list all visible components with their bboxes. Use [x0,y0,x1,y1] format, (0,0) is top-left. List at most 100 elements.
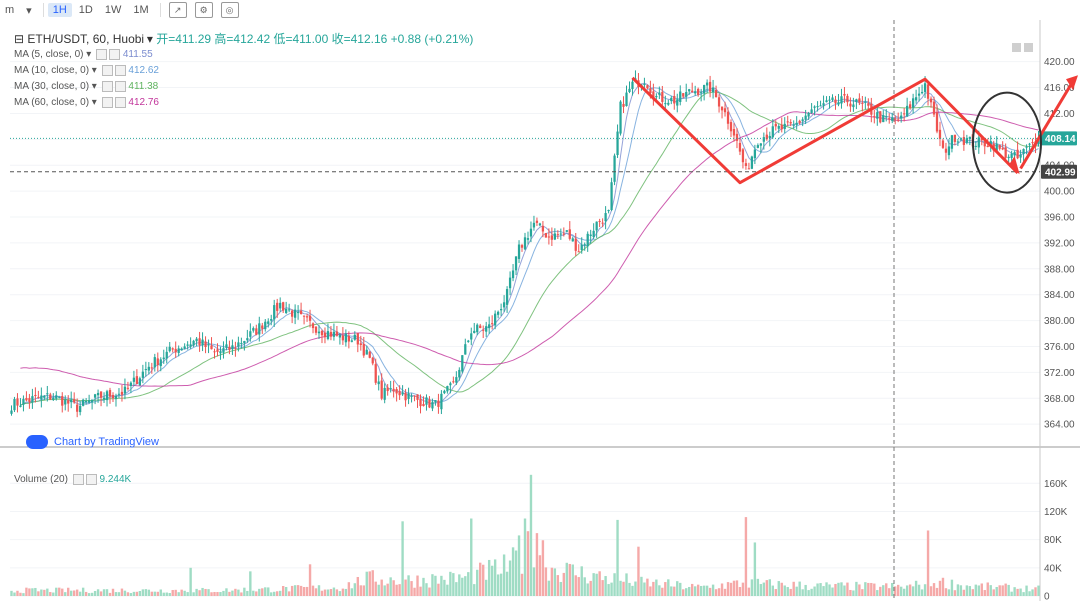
volume-bar [43,589,46,596]
volume-bar [714,589,718,596]
candle-body [192,340,195,346]
candle-body [452,381,455,383]
close-icon[interactable] [114,81,126,92]
candle-body [1007,156,1010,159]
volume-bar [96,589,100,596]
settings-icon[interactable] [101,81,113,92]
volume-bar [87,593,91,596]
settings-icon[interactable]: ⚙ [194,2,213,18]
settings-icon[interactable] [101,97,113,108]
timeframe-1m[interactable]: 1M [133,4,149,16]
volume-bar [99,591,103,596]
volume-bar [595,573,598,596]
candle-body [688,89,691,92]
chart-toolbar: m ▾ 1H 1D 1W 1M ↗ ⚙ ◎ [0,0,1080,20]
volume-bar [565,562,568,596]
volume-bar [323,589,327,596]
volume-bar [956,584,960,596]
candle-body [494,313,497,326]
candle-body [903,113,906,115]
candle-body [496,311,500,315]
volume-bar [401,521,404,596]
candle-body [989,141,992,146]
candle-body [589,234,592,237]
candle-body [386,387,389,392]
settings-icon[interactable] [101,65,113,76]
candle-body [302,315,306,317]
candle-body [661,91,664,102]
volume-bar [664,582,667,596]
chevron-down-icon[interactable]: ▾ [146,32,157,46]
settings-icon[interactable] [96,49,108,60]
volume-bar [529,474,533,596]
volume-bar [559,581,563,596]
candle-body [559,233,562,235]
close-icon[interactable] [85,474,97,485]
volume-bar [1031,589,1034,596]
volume-bar [977,585,980,596]
compare-icon[interactable]: ↗ [168,2,187,18]
close-icon[interactable] [114,65,126,76]
volume-bar [252,590,255,596]
volume-bar [341,588,345,596]
candle-body [950,135,954,149]
volume-bar [717,588,721,596]
candle-body [882,115,885,123]
candle-body [1010,153,1013,158]
volume-bar [111,588,115,596]
volume-bar [932,583,936,596]
candle-body [222,348,225,353]
candle-body [625,92,628,107]
candle-body [1019,154,1022,158]
candle-body [264,321,267,330]
timeframe-1w[interactable]: 1W [104,4,122,16]
timeframe-1h[interactable]: 1H [47,3,72,17]
chevron-down-icon[interactable]: ▾ [26,4,32,17]
settings-icon[interactable] [72,474,84,485]
candle-body [610,182,613,211]
candle-body [541,225,545,232]
collapse-icon[interactable]: ⊟ [14,32,28,46]
volume-bar [138,591,142,596]
trend-zigzag-annotation [631,76,1019,185]
volume-bar [968,586,972,596]
volume-bar [858,584,861,596]
timeframe-minutes[interactable]: m [5,4,15,16]
volume-bar [738,587,742,596]
ma-value: 412.62 [128,65,159,77]
candle-body [897,119,900,121]
close-icon[interactable] [114,97,126,108]
volume-bar [601,580,604,596]
candle-body [99,391,103,398]
candle-body [141,371,144,378]
candle-body [574,238,577,251]
volume-bar [667,579,670,596]
volume-bar [655,579,658,596]
screenshot-icon[interactable]: ◎ [220,2,239,18]
candle-body [368,351,371,358]
volume-bar [998,585,1001,596]
volume-bar [505,571,509,596]
timeframe-1d[interactable]: 1D [78,4,93,16]
toolbar-divider [159,3,161,17]
candle-body [308,315,312,321]
candle-body [237,342,240,347]
ma-label: MA (30, close, 0) [14,81,90,93]
volume-bar [828,584,831,596]
candle-body [505,289,509,305]
candle-body [846,95,849,103]
candle-body [953,134,957,142]
volume-bar [284,586,288,596]
candle-body [443,390,446,394]
candle-body [1004,147,1007,158]
candle-body [267,321,270,324]
tradingview-badge[interactable]: Chart by TradingView [26,435,159,449]
candle-body [676,99,679,106]
candle-body [619,101,622,134]
volume-bar [867,582,870,596]
candle-body [371,357,374,364]
close-icon[interactable] [109,49,121,60]
volume-bar [777,581,780,596]
volume-bar [70,590,73,596]
price-chart[interactable]: 364.00 368.00 372.00 376.00 380.00 384.00 388.… [0,20,1080,601]
